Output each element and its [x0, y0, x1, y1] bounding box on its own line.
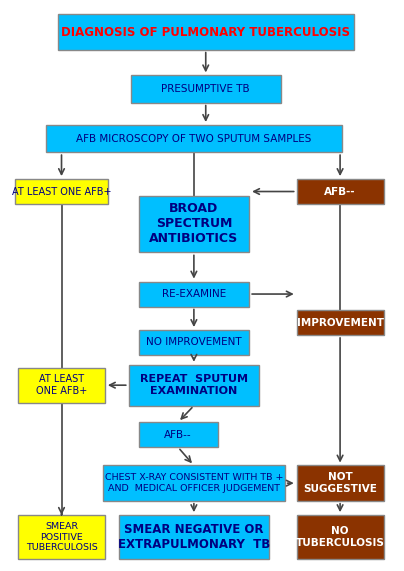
Text: NO
TUBERCULOSIS: NO TUBERCULOSIS: [296, 526, 385, 548]
Text: BROAD
SPECTRUM
ANTIBIOTICS: BROAD SPECTRUM ANTIBIOTICS: [149, 203, 238, 246]
Text: DIAGNOSIS OF PULMONARY TUBERCULOSIS: DIAGNOSIS OF PULMONARY TUBERCULOSIS: [61, 26, 350, 38]
FancyBboxPatch shape: [18, 515, 105, 560]
Text: NO IMPROVEMENT: NO IMPROVEMENT: [146, 337, 242, 348]
FancyBboxPatch shape: [130, 75, 281, 103]
FancyBboxPatch shape: [139, 422, 218, 447]
FancyBboxPatch shape: [139, 195, 249, 252]
FancyBboxPatch shape: [297, 515, 383, 560]
FancyBboxPatch shape: [119, 515, 269, 560]
Text: SMEAR
POSITIVE
TUBERCULOSIS: SMEAR POSITIVE TUBERCULOSIS: [25, 522, 97, 552]
Text: AFB MICROSCOPY OF TWO SPUTUM SAMPLES: AFB MICROSCOPY OF TWO SPUTUM SAMPLES: [76, 134, 311, 143]
Text: AFB--: AFB--: [324, 187, 356, 196]
Text: NOT
SUGGESTIVE: NOT SUGGESTIVE: [303, 472, 377, 494]
FancyBboxPatch shape: [129, 365, 259, 405]
FancyBboxPatch shape: [15, 179, 108, 204]
Text: AT LEAST ONE AFB+: AT LEAST ONE AFB+: [12, 187, 111, 196]
Text: SMEAR NEGATIVE OR
EXTRAPULMONARY  TB: SMEAR NEGATIVE OR EXTRAPULMONARY TB: [118, 523, 270, 551]
FancyBboxPatch shape: [297, 179, 383, 204]
Text: RE-EXAMINE: RE-EXAMINE: [162, 289, 226, 299]
Text: REPEAT  SPUTUM
EXAMINATION: REPEAT SPUTUM EXAMINATION: [140, 375, 248, 396]
FancyBboxPatch shape: [103, 465, 285, 501]
FancyBboxPatch shape: [139, 330, 249, 355]
FancyBboxPatch shape: [18, 368, 105, 403]
FancyBboxPatch shape: [57, 14, 354, 50]
Text: AFB--: AFB--: [164, 430, 192, 440]
FancyBboxPatch shape: [297, 465, 383, 501]
Text: CHEST X-RAY CONSISTENT WITH TB +
AND  MEDICAL OFFICER JUDGEMENT: CHEST X-RAY CONSISTENT WITH TB + AND MED…: [105, 473, 283, 493]
Text: PRESUMPTIVE TB: PRESUMPTIVE TB: [162, 84, 250, 94]
FancyBboxPatch shape: [139, 282, 249, 307]
Text: AT LEAST
ONE AFB+: AT LEAST ONE AFB+: [36, 375, 87, 396]
Text: IMPROVEMENT: IMPROVEMENT: [297, 317, 383, 328]
FancyBboxPatch shape: [46, 125, 342, 152]
FancyBboxPatch shape: [297, 310, 383, 335]
